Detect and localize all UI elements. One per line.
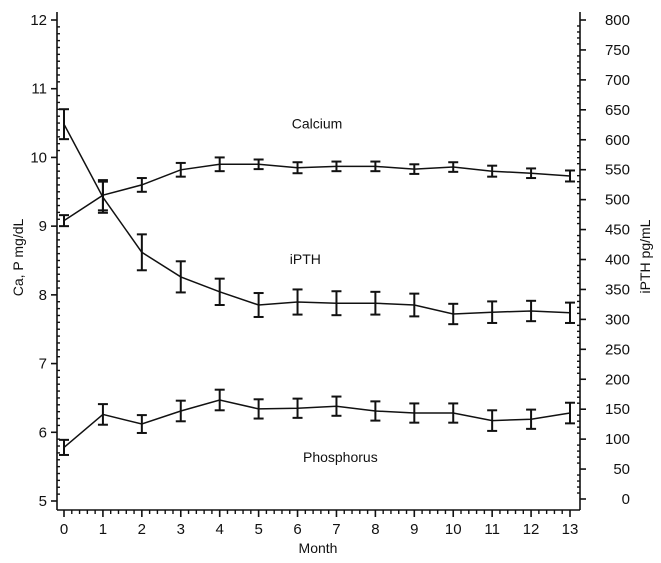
calcium-error-bar [487,164,498,178]
x-tick-label: 4 [216,521,224,538]
ipth-error-bar [526,299,537,323]
calcium-error-bar [448,161,459,173]
right-tick-label: 50 [613,461,630,478]
calcium-error-bar [565,169,575,183]
phosphorus-error-bar [136,414,147,434]
phosphorus-error-bar [331,395,342,417]
left-tick-label: 12 [30,12,47,29]
x-tick-label: 0 [60,521,68,538]
phosphorus-error-bar [253,398,264,420]
right-tick-label: 100 [605,431,630,448]
right-tick-label: 0 [622,491,630,508]
right-tick-label: 650 [605,102,630,119]
x-tick-label: 5 [254,521,262,538]
ipth-error-bar [292,288,303,316]
ipth-error-bar [59,108,69,141]
left-tick-label: 8 [39,287,47,304]
ipth-error-bar [409,292,420,318]
ipth-error-bar [331,290,342,317]
right-tick-label: 600 [605,132,630,149]
ipth-error-bar [448,302,459,326]
ipth-error-bar [253,292,264,318]
left-tick-label: 11 [31,81,47,98]
right-tick-label: 450 [605,222,630,239]
left-tick-label: 7 [39,356,47,373]
calcium-error-bar [526,167,537,180]
series-label-phosphorus: Phosphorus [303,449,378,465]
calcium-error-bar [59,214,69,228]
series-phosphorus [59,388,575,456]
x-axis-title: Month [299,540,338,556]
calcium-error-bar [331,160,342,173]
calcium-error-bar [370,160,381,173]
right-tick-label: 300 [605,311,630,328]
ipth-error-bar [565,301,575,324]
x-tick-label: 3 [177,521,185,538]
right-tick-label: 550 [605,162,630,179]
calcium-error-bar [214,156,225,173]
phosphorus-error-bar [175,399,186,423]
phosphorus-error-bar [409,402,420,424]
ipth-error-bar [97,180,108,214]
ipth-error-bar [136,233,147,272]
calcium-error-bar [253,158,264,171]
phosphorus-error-bar [487,409,498,432]
ipth-line [63,123,571,315]
ipth-error-bar [370,290,381,316]
calcium-error-bar [292,161,303,175]
right-tick-label: 150 [605,401,630,418]
right-tick-label: 750 [605,42,630,59]
calcium-error-bar [409,163,420,175]
left-tick-label: 6 [39,424,47,441]
left-tick-label: 9 [39,218,47,235]
x-tick-label: 7 [332,521,340,538]
right-y-axis-title: iPTH pg/mL [637,219,653,293]
phosphorus-error-bar [526,408,537,430]
ipth-error-bar [487,300,498,324]
left-tick-label: 10 [30,149,47,166]
right-tick-label: 800 [605,12,630,29]
series-labels: Calcium iPTH Phosphorus [290,116,378,465]
phosphorus-error-bar [59,438,69,456]
x-tick-label: 8 [371,521,379,538]
x-tick-label: 11 [484,521,500,538]
ipth-error-bar [175,260,186,294]
right-tick-label: 350 [605,281,630,298]
right-tick-label: 400 [605,252,630,269]
phosphorus-error-bar [214,388,225,412]
x-tick-label: 6 [293,521,301,538]
x-tick-label: 9 [410,521,418,538]
series-label-calcium: Calcium [292,116,343,132]
phosphorus-line [63,399,571,448]
phosphorus-error-bar [97,403,108,426]
right-tick-label: 250 [605,341,630,358]
left-tick-label: 5 [39,493,47,510]
ticks: 5678910111205010015020025030035040045050… [30,12,630,538]
calcium-error-bar [175,161,186,178]
x-tick-label: 10 [445,521,462,538]
series-label-ipth: iPTH [290,251,321,267]
phosphorus-error-bar [448,402,459,424]
x-tick-label: 12 [523,521,540,538]
phosphorus-error-bar [370,400,381,422]
right-tick-label: 500 [605,192,630,209]
x-tick-label: 2 [138,521,146,538]
phosphorus-error-bar [292,397,303,419]
series-group [59,108,575,456]
x-tick-label: 1 [99,521,107,538]
calcium-line [63,163,571,222]
right-tick-label: 200 [605,371,630,388]
left-y-axis-title: Ca, P mg/dL [10,219,26,297]
phosphorus-error-bar [565,401,575,425]
series-calcium [59,156,575,228]
right-tick-label: 700 [605,72,630,89]
ipth-error-bar [214,277,225,307]
series-ipth [59,108,575,326]
x-tick-label: 13 [562,521,579,538]
calcium-error-bar [136,177,147,193]
